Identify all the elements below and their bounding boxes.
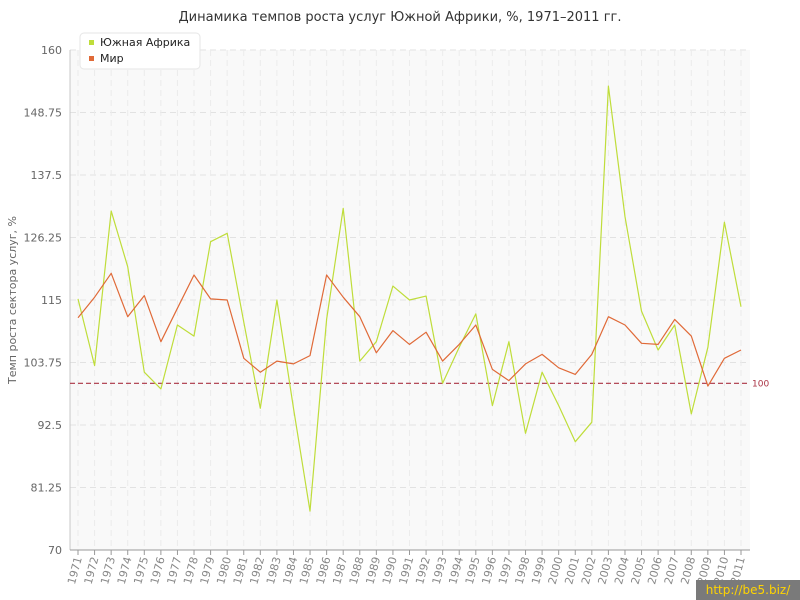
- series-line-1: [77, 85, 742, 512]
- series-line-2: [77, 272, 742, 387]
- watermark: http://be5.biz/: [696, 580, 800, 600]
- y-tick-label: 115: [41, 294, 62, 307]
- legend-label-2: Мир: [100, 52, 124, 65]
- chart-title: Динамика темпов роста услуг Южной Африки…: [178, 10, 622, 25]
- reference-line-label: 100: [752, 379, 769, 389]
- y-tick-label: 103.75: [24, 357, 63, 370]
- legend: Южная Африка Мир: [79, 32, 201, 70]
- grid: [70, 49, 750, 550]
- y-axis-title: Темп роста сектора услуг, %: [6, 216, 19, 385]
- reference-line-group: 100: [70, 379, 769, 389]
- legend-marker-1: [89, 40, 94, 45]
- legend-marker-2: [89, 56, 94, 61]
- y-tick-label: 70: [48, 544, 62, 557]
- legend-box: [79, 32, 201, 70]
- y-tick-label: 148.75: [24, 107, 63, 120]
- y-tick-label: 160: [41, 44, 62, 57]
- y-tick-label: 81.25: [31, 482, 63, 495]
- y-tick-label: 92.5: [38, 419, 63, 432]
- series-group: [77, 85, 742, 512]
- y-tick-label: 137.5: [31, 169, 63, 182]
- y-tick-label: 126.25: [24, 232, 63, 245]
- legend-label-1: Южная Африка: [100, 36, 190, 49]
